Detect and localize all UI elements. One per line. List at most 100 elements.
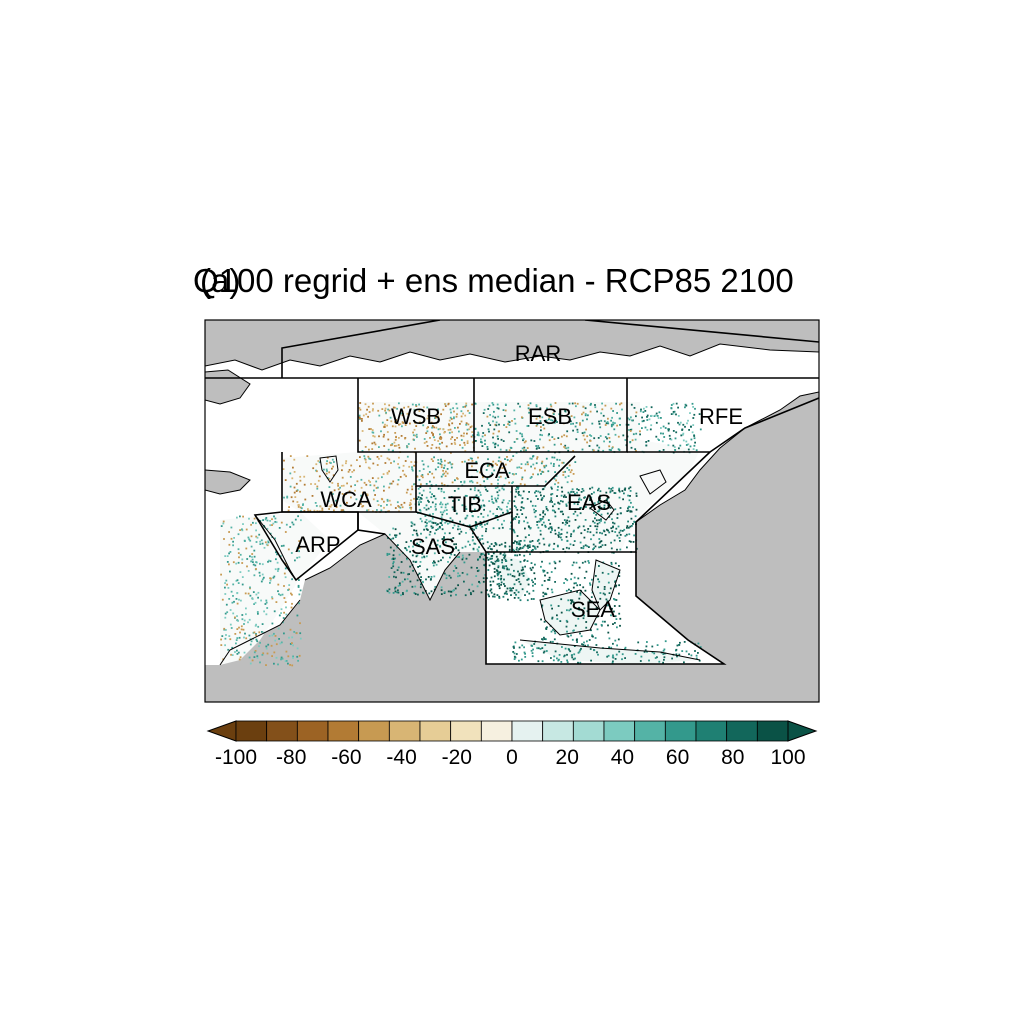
stipple-dot xyxy=(617,435,620,438)
stipple-dot xyxy=(490,483,493,485)
stipple-dot xyxy=(630,501,632,504)
stipple-dot xyxy=(491,501,494,503)
stipple-dot xyxy=(416,579,419,582)
stipple-dot xyxy=(512,455,515,457)
stipple-dot xyxy=(492,415,494,418)
stipple-dot xyxy=(236,516,238,519)
stipple-dot xyxy=(231,654,234,656)
stipple-dot xyxy=(377,409,380,412)
stipple-dot xyxy=(498,476,501,479)
stipple-dot xyxy=(607,422,610,425)
stipple-dot xyxy=(664,427,667,429)
stipple-dot xyxy=(328,477,331,480)
stipple-dot xyxy=(280,608,283,611)
stipple-dot xyxy=(316,470,318,473)
stipple-dot xyxy=(259,574,261,577)
stipple-dot xyxy=(534,548,537,550)
stipple-dot xyxy=(342,509,345,512)
stipple-dot xyxy=(388,553,391,555)
stipple-dot xyxy=(395,534,398,537)
stipple-dot xyxy=(458,556,460,558)
stipple-dot xyxy=(530,649,533,652)
stipple-dot xyxy=(516,546,518,549)
stipple-dot xyxy=(251,598,254,600)
stipple-dot xyxy=(230,526,233,529)
stipple-dot xyxy=(435,426,438,429)
stipple-dot xyxy=(410,503,412,506)
stipple-dot xyxy=(381,421,384,424)
map-panel: RAR WSB ESB RFE ECA WCA TIB EAS ARP SAS … xyxy=(205,320,819,702)
stipple-dot xyxy=(566,659,568,662)
stipple-dot xyxy=(672,430,675,432)
stipple-dot xyxy=(273,662,275,665)
stipple-dot xyxy=(566,467,569,469)
stipple-dot xyxy=(518,659,520,662)
stipple-dot xyxy=(612,623,614,625)
stipple-dot xyxy=(593,512,595,514)
stipple-dot xyxy=(547,579,550,581)
stipple-dot xyxy=(670,438,673,441)
stipple-dot xyxy=(415,532,418,535)
stipple-dot xyxy=(234,616,236,619)
stipple-dot xyxy=(667,422,670,425)
stipple-dot xyxy=(415,405,418,407)
stipple-dot xyxy=(553,463,555,465)
stipple-dot xyxy=(449,576,452,579)
stipple-dot xyxy=(500,578,502,581)
stipple-dot xyxy=(409,502,412,504)
stipple-dot xyxy=(429,546,432,549)
map-frame xyxy=(204,319,820,703)
stipple-dot xyxy=(695,657,698,660)
stipple-dot xyxy=(532,581,534,584)
stipple-dot xyxy=(319,505,322,508)
stipple-dot xyxy=(359,465,361,468)
stipple-dot xyxy=(597,449,600,452)
stipple-dot xyxy=(583,577,586,579)
stipple-dot xyxy=(566,540,569,542)
stipple-dot xyxy=(580,532,583,535)
stipple-dot xyxy=(445,445,448,448)
stipple-dot xyxy=(461,546,464,549)
stipple-dot xyxy=(663,648,666,651)
stipple-dot xyxy=(260,580,263,583)
stipple-dot xyxy=(518,574,521,577)
stipple-dot xyxy=(499,475,502,478)
stipple-dot xyxy=(453,508,456,510)
stipple-dot xyxy=(564,447,567,449)
stipple-dot xyxy=(521,572,524,575)
stipple-dot xyxy=(348,490,351,493)
stipple-dot xyxy=(447,462,450,464)
stipple-dot xyxy=(600,412,603,415)
stipple-dot xyxy=(471,481,474,484)
stipple-dot xyxy=(516,438,519,440)
stipple-dot xyxy=(282,468,285,470)
stipple-dot xyxy=(254,624,257,627)
stipple-dot xyxy=(443,591,446,594)
stipple-dot xyxy=(595,607,598,609)
stipple-dot xyxy=(252,591,255,593)
stipple-dot xyxy=(447,590,450,593)
stipple-dot xyxy=(503,578,505,581)
stipple-dot xyxy=(539,648,542,650)
stipple-dot xyxy=(515,579,518,581)
stipple-dot xyxy=(434,522,437,524)
stipple-dot xyxy=(497,430,500,433)
stipple-dot xyxy=(675,653,678,656)
stipple-dot xyxy=(452,527,454,529)
stipple-dot xyxy=(497,479,499,481)
stipple-dot xyxy=(598,521,601,524)
stipple-dot xyxy=(689,445,692,448)
stipple-dot xyxy=(271,518,273,521)
stipple-dot xyxy=(266,527,269,530)
stipple-dot xyxy=(413,523,416,526)
boundary-eca xyxy=(415,452,576,487)
stipple-dot xyxy=(408,504,411,506)
stipple-dot xyxy=(434,468,437,471)
stipple-dot xyxy=(602,414,605,417)
stipple-dot xyxy=(437,523,439,526)
stipple-dot xyxy=(590,493,593,495)
stipple-dot xyxy=(682,439,685,442)
stipple-dot xyxy=(580,647,582,650)
stipple-dot xyxy=(388,499,391,502)
stipple-dot xyxy=(640,655,643,658)
